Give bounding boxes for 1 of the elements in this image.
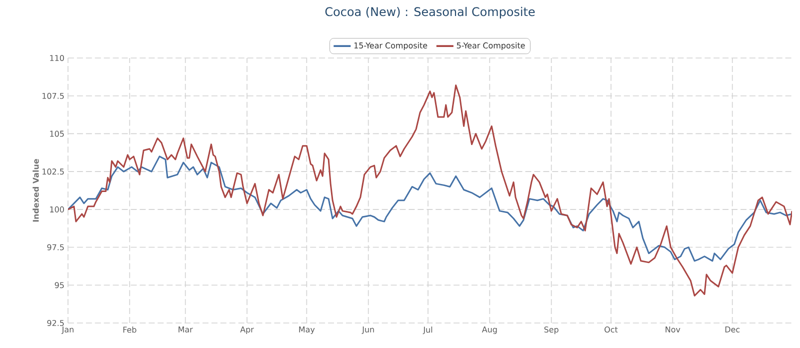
- chart-title: Cocoa (New) : Seasonal Composite: [325, 6, 535, 18]
